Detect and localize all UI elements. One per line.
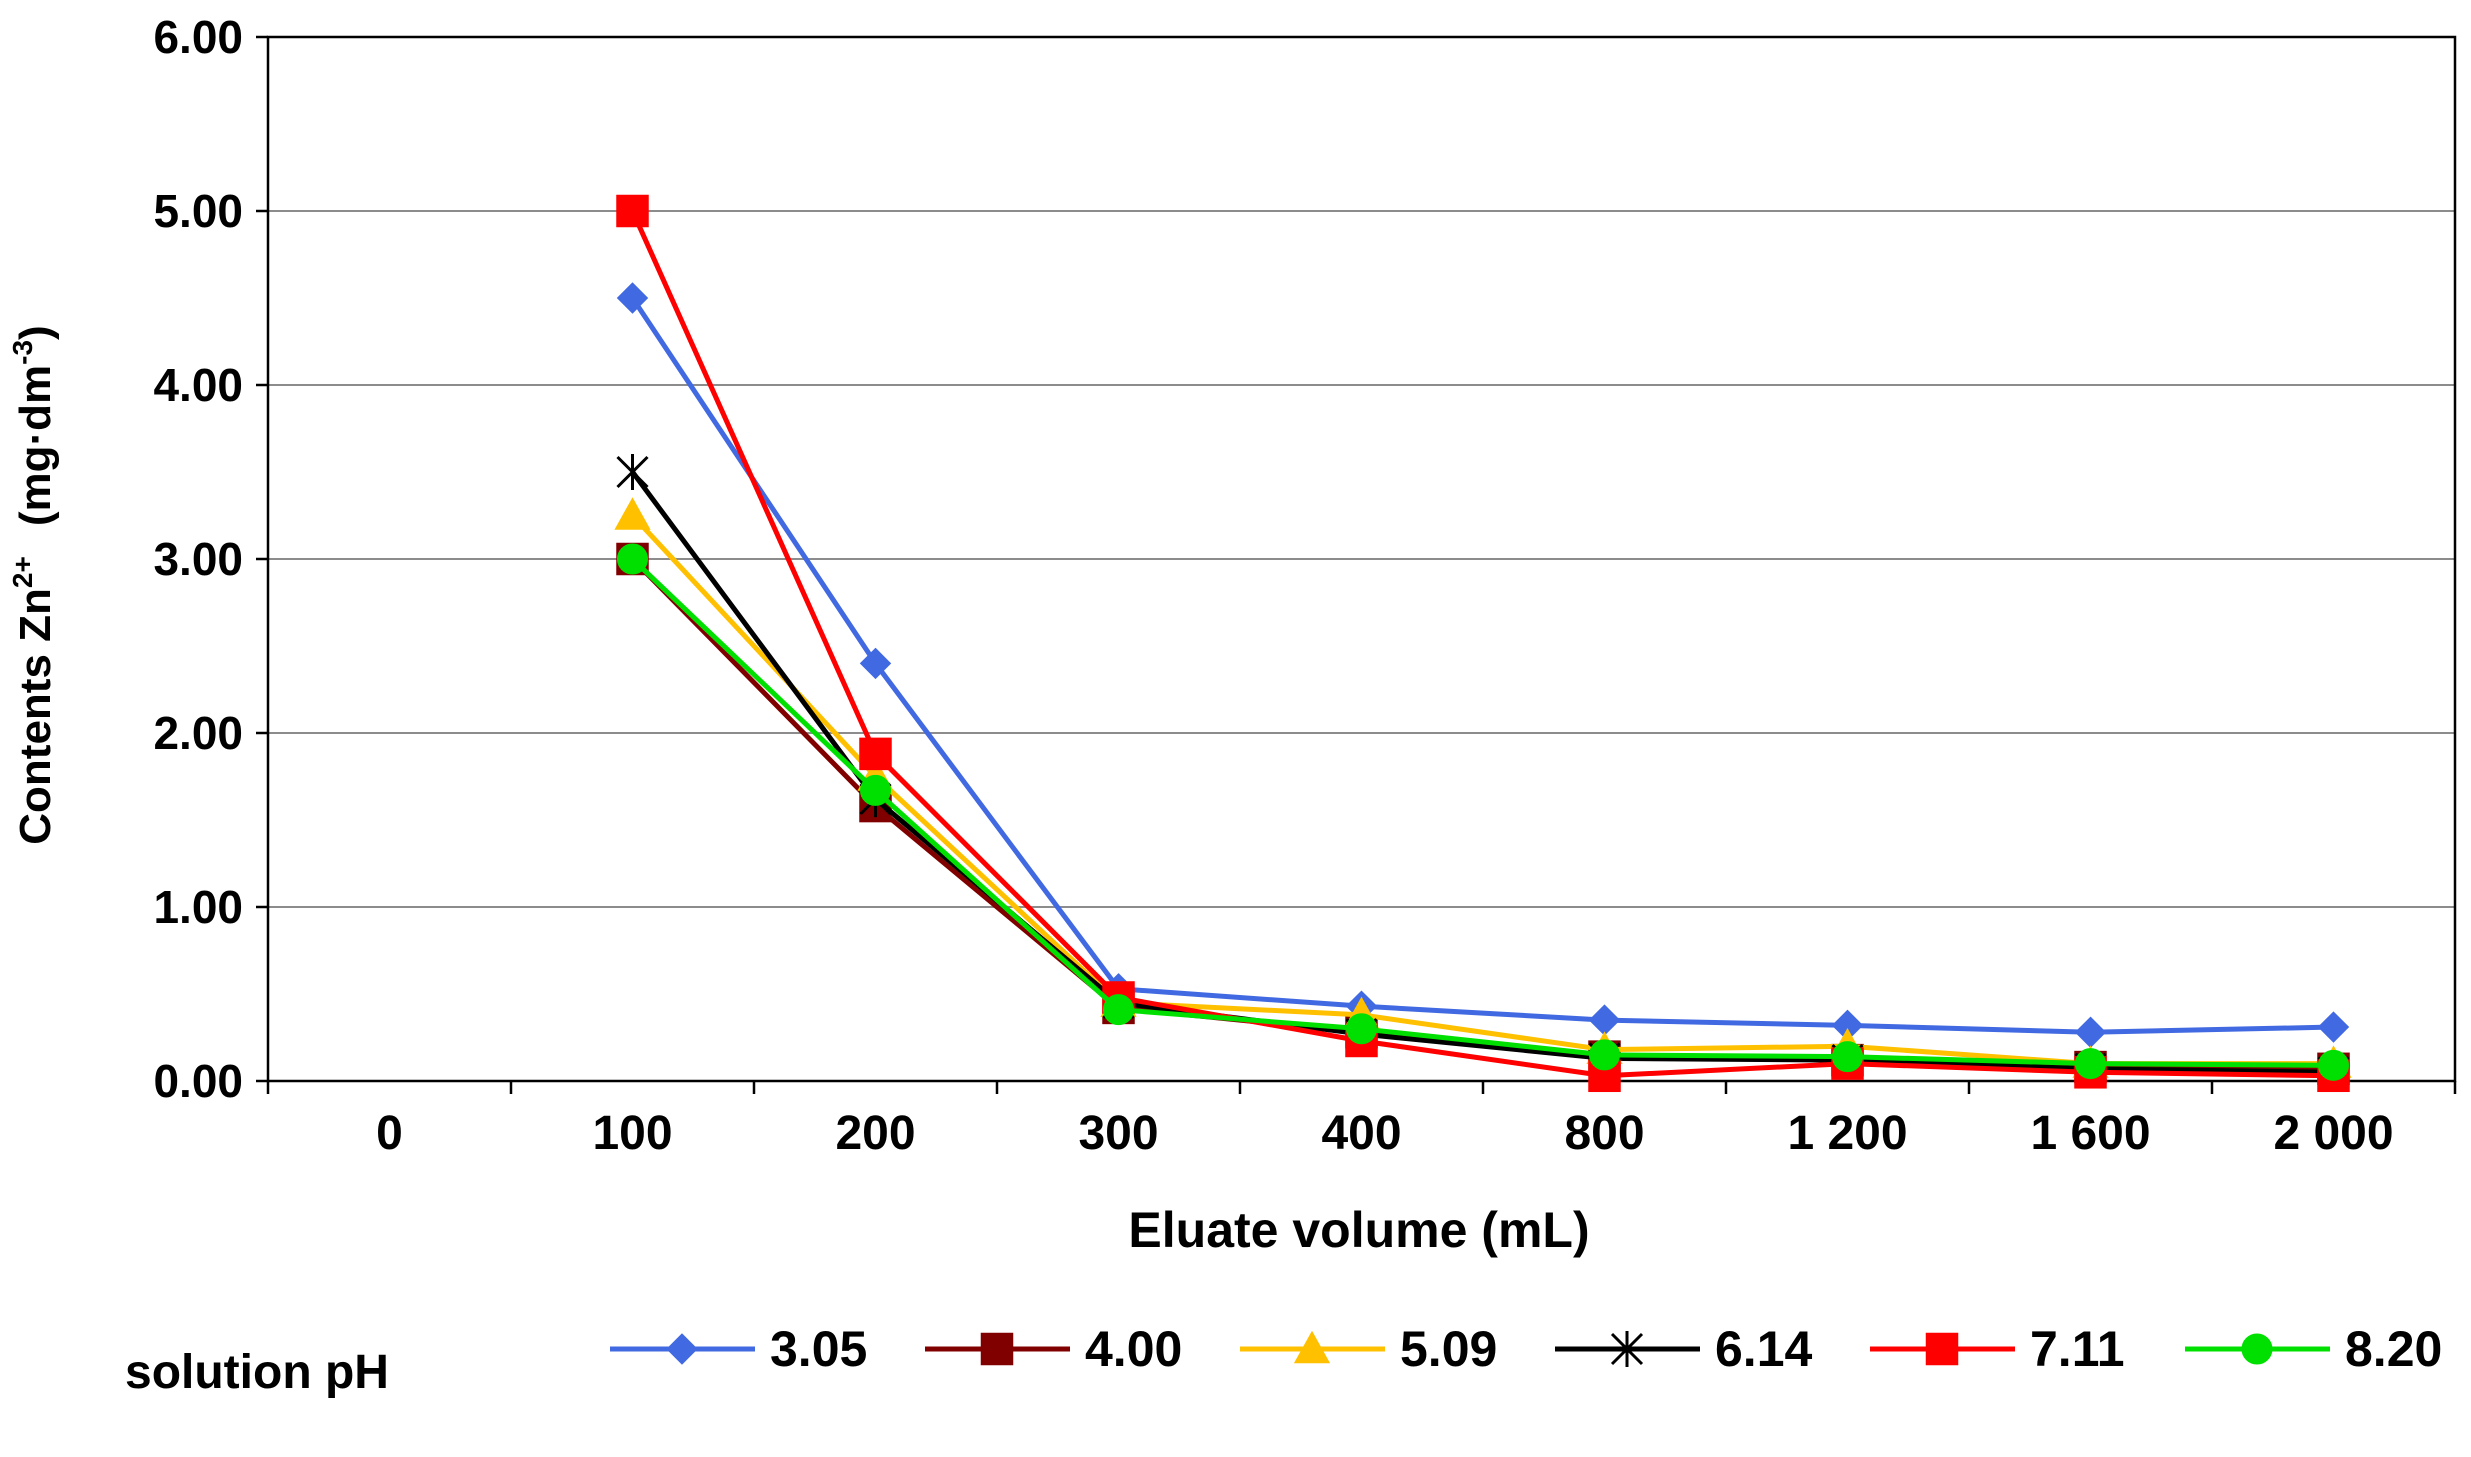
- data-point-8.20: [1346, 1013, 1377, 1045]
- y-tick-label: 1.00: [153, 881, 243, 933]
- data-point-3.05: [859, 647, 892, 680]
- data-point-7.11: [616, 194, 649, 228]
- legend-swatch-marker: [1925, 1332, 1959, 1366]
- y-tick-label: 4.00: [153, 359, 243, 411]
- legend-swatch-marker: [2241, 1333, 2273, 1365]
- series-7.11: [616, 194, 2350, 1093]
- legend-title: solution pH: [125, 1346, 389, 1399]
- legend-item-7.11: 7.11: [1870, 1321, 2125, 1377]
- x-tick-label: 100: [592, 1107, 672, 1160]
- legend-item-5.09: 5.09: [1240, 1321, 1497, 1377]
- legend-label: 6.14: [1715, 1321, 1813, 1377]
- data-point-6.14: [616, 454, 649, 490]
- x-axis-ticks: 0 100 200 300 400 800 1 200 1 600 2 000: [266, 1081, 2457, 1160]
- legend-swatch-marker: [1610, 1331, 1644, 1367]
- x-tick-label: 2 000: [2273, 1107, 2393, 1160]
- x-tick-label: 800: [1564, 1107, 1644, 1160]
- x-tick-label: 0: [376, 1107, 403, 1160]
- legend-label: 3.05: [770, 1321, 867, 1377]
- series-layer: [614, 194, 2352, 1093]
- y-axis-title-unit-superscript: -3: [7, 340, 38, 365]
- y-axis-title: Contents Zn2+ (mg·dm-3): [7, 325, 60, 844]
- legend-swatch-marker: [1293, 1330, 1331, 1364]
- data-point-3.05: [616, 282, 649, 314]
- y-tick-label: 6.00: [153, 11, 243, 63]
- data-point-8.20: [1589, 1039, 1620, 1071]
- legend-swatch-marker: [980, 1332, 1014, 1366]
- series-line-3.05: [630, 296, 2334, 1035]
- y-axis-title-main: Contents Zn: [11, 588, 60, 845]
- legend-item-6.14: 6.14: [1555, 1321, 1813, 1377]
- legend-label: 5.09: [1400, 1321, 1497, 1377]
- y-tick-label: 3.00: [153, 533, 243, 585]
- series-8.20: [617, 543, 2349, 1081]
- x-tick-label: 1 600: [2030, 1107, 2150, 1160]
- data-point-5.09: [614, 497, 651, 530]
- legend-label: 4.00: [1085, 1321, 1182, 1377]
- data-point-3.05: [2074, 1016, 2107, 1048]
- x-tick-label: 300: [1078, 1107, 1158, 1160]
- data-point-8.20: [2075, 1048, 2106, 1080]
- legend-swatch-marker: [666, 1333, 698, 1365]
- y-axis-title-unit-close: ): [11, 325, 60, 340]
- legend: 3.05 4.00 5.09 6.14 7.11 8.20: [610, 1321, 2442, 1377]
- series-line-6.14: [630, 470, 2334, 1075]
- x-tick-label: 1 200: [1787, 1107, 1907, 1160]
- legend-label: 7.11: [2030, 1321, 2125, 1377]
- y-axis-ticks: 0.00 1.00 2.00 3.00 4.00 5.00 6.00: [153, 11, 268, 1107]
- data-point-8.20: [1103, 994, 1134, 1026]
- y-axis-title-unit: (mg·dm: [11, 365, 60, 526]
- data-point-3.05: [2317, 1011, 2350, 1043]
- series-line-8.20: [630, 557, 2334, 1068]
- data-point-8.20: [2318, 1049, 2349, 1081]
- y-axis-title-ion-superscript: 2+: [7, 556, 38, 588]
- gridlines: [268, 36, 2455, 908]
- y-tick-label: 2.00: [153, 707, 243, 759]
- data-point-3.05: [1588, 1004, 1621, 1036]
- y-tick-label: 5.00: [153, 185, 243, 237]
- y-tick-label: 0.00: [153, 1055, 243, 1107]
- x-tick-label: 200: [835, 1107, 915, 1160]
- data-point-8.20: [1832, 1041, 1863, 1073]
- legend-item-3.05: 3.05: [610, 1321, 867, 1377]
- data-point-7.11: [859, 737, 892, 771]
- legend-item-4.00: 4.00: [925, 1321, 1182, 1377]
- data-point-8.20: [617, 543, 648, 575]
- series-line-7.11: [630, 209, 2334, 1079]
- series-3.05: [616, 282, 2350, 1048]
- data-point-8.20: [860, 774, 891, 806]
- x-tick-label: 400: [1321, 1107, 1401, 1160]
- legend-item-8.20: 8.20: [2185, 1321, 2442, 1377]
- legend-label: 8.20: [2345, 1321, 2442, 1377]
- x-axis-title: Eluate volume (mL): [1128, 1202, 1589, 1258]
